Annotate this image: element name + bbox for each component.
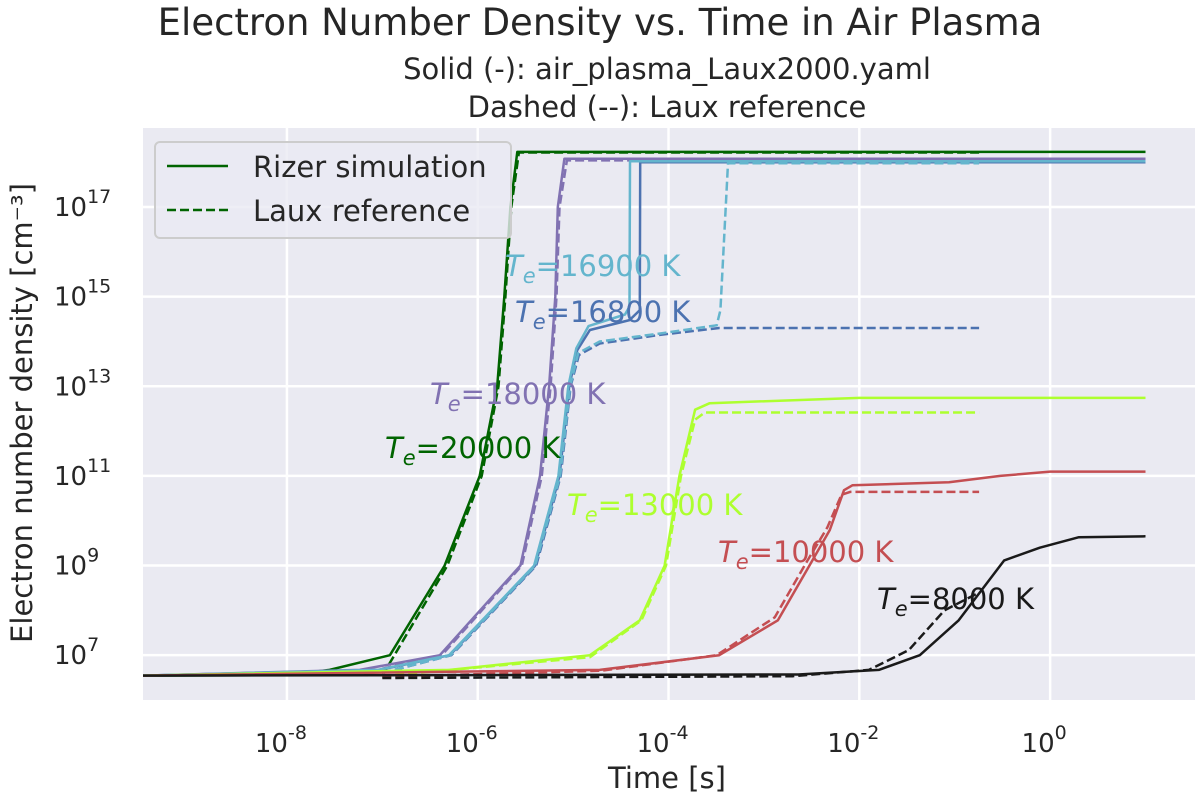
annotation-label: Te=20000 K bbox=[385, 431, 561, 470]
annotation-subscript: e bbox=[533, 310, 546, 334]
y-tick-exponent: 13 bbox=[87, 365, 111, 387]
y-tick-exponent: 17 bbox=[87, 186, 111, 208]
x-tick-exponent: 0 bbox=[1055, 722, 1067, 744]
y-tick-label: 1011 bbox=[54, 455, 111, 492]
x-axis-label: Time [s] bbox=[607, 761, 726, 795]
series-18000K-dashed bbox=[382, 159, 980, 670]
series-8000K-solid bbox=[143, 535, 1146, 677]
chart-title: Electron Number Density vs. Time in Air … bbox=[158, 1, 1043, 44]
y-tick-label: 1013 bbox=[54, 365, 111, 402]
x-tick-label: 10-6 bbox=[446, 722, 498, 759]
annotation-subscript: e bbox=[736, 550, 749, 574]
annotation-label: Te=16900 K bbox=[505, 249, 681, 288]
y-tick-exponent: 7 bbox=[87, 634, 99, 656]
legend-label-dashed: Laux reference bbox=[253, 194, 470, 228]
series-lines bbox=[143, 150, 1146, 680]
annotation-symbol: T bbox=[877, 582, 897, 616]
annotation-subscript: e bbox=[448, 392, 461, 416]
x-tick-exponent: -2 bbox=[860, 722, 879, 744]
annotation-text: =18000 K bbox=[461, 377, 607, 411]
chart-subtitle-1: Solid (-): air_plasma_Laux2000.yaml bbox=[403, 52, 931, 86]
y-tick-label: 1015 bbox=[54, 276, 111, 313]
annotation-symbol: T bbox=[505, 249, 525, 283]
x-tick-exponent: -6 bbox=[479, 722, 498, 744]
annotation-text: =8000 K bbox=[908, 582, 1035, 616]
x-tick-exponent: -8 bbox=[288, 722, 307, 744]
y-tick-exponent: 9 bbox=[87, 545, 99, 567]
annotation-label: Te=18000 K bbox=[430, 377, 606, 416]
annotations: Te=20000 KTe=18000 KTe=16900 KTe=16800 K… bbox=[385, 249, 1035, 621]
grid bbox=[143, 128, 1195, 700]
series-13000K-dashed bbox=[382, 411, 980, 678]
annotation-text: =16800 K bbox=[546, 295, 692, 329]
y-tick-label: 109 bbox=[54, 545, 99, 582]
annotation-symbol: T bbox=[515, 295, 535, 329]
series-10000K-solid bbox=[143, 470, 1146, 677]
annotation-label: Te=8000 K bbox=[877, 582, 1035, 621]
x-tick-label: 10-8 bbox=[255, 722, 307, 759]
series-18000K-solid bbox=[143, 157, 1146, 677]
annotation-text: =20000 K bbox=[416, 431, 562, 465]
annotation-text: =13000 K bbox=[598, 488, 744, 522]
x-tick-label: 100 bbox=[1022, 722, 1067, 759]
series-10000K-dashed bbox=[382, 490, 980, 679]
legend: Rizer simulation Laux reference bbox=[154, 141, 512, 239]
x-tick-label: 10-2 bbox=[827, 722, 879, 759]
annotation-text: =10000 K bbox=[749, 535, 895, 569]
y-axis-label: Electron number density [cm⁻³] bbox=[5, 183, 39, 643]
annotation-symbol: T bbox=[567, 488, 587, 522]
annotation-subscript: e bbox=[523, 264, 536, 288]
y-tick-label: 107 bbox=[54, 634, 99, 671]
annotation-subscript: e bbox=[895, 597, 908, 621]
annotation-text: =16900 K bbox=[536, 249, 682, 283]
chart-subtitle-2: Dashed (--): Laux reference bbox=[468, 90, 867, 124]
legend-label-solid: Rizer simulation bbox=[253, 150, 487, 184]
series-13000K-solid bbox=[143, 396, 1146, 677]
series-8000K-dashed bbox=[382, 591, 980, 680]
annotation-subscript: e bbox=[403, 446, 416, 470]
annotation-symbol: T bbox=[430, 377, 450, 411]
y-tick-exponent: 15 bbox=[87, 276, 111, 298]
x-tick-exponent: -4 bbox=[670, 722, 689, 744]
series-20000K-dashed bbox=[381, 151, 980, 677]
y-tick-exponent: 11 bbox=[87, 455, 111, 477]
y-tick-label: 1017 bbox=[54, 186, 111, 223]
annotation-label: Te=13000 K bbox=[567, 488, 743, 527]
x-tick-label: 10-4 bbox=[637, 722, 689, 759]
annotation-label: Te=16800 K bbox=[515, 295, 691, 334]
annotation-label: Te=10000 K bbox=[718, 535, 894, 574]
annotation-subscript: e bbox=[585, 503, 598, 527]
series-16900K-solid bbox=[143, 160, 1146, 677]
legend-box bbox=[154, 141, 512, 239]
annotation-symbol: T bbox=[385, 431, 405, 465]
annotation-symbol: T bbox=[718, 535, 738, 569]
